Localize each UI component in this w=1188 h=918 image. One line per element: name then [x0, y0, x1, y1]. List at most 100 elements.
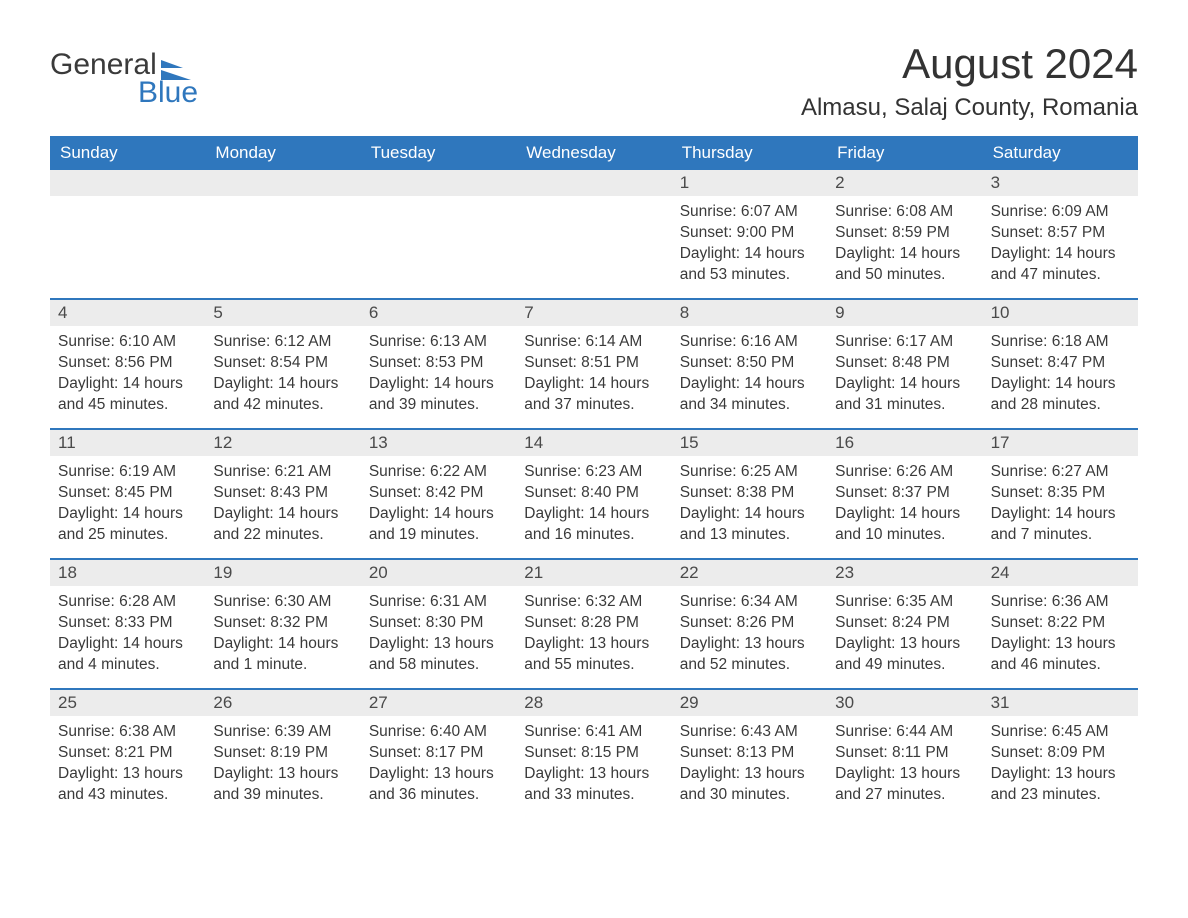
day-number: 29	[672, 690, 827, 716]
sunset-text: Sunset: 8:30 PM	[369, 613, 508, 634]
day-number: 10	[983, 300, 1138, 326]
day-body: Sunrise: 6:14 AMSunset: 8:51 PMDaylight:…	[516, 326, 671, 424]
sunrise-text: Sunrise: 6:16 AM	[680, 332, 819, 353]
sunrise-text: Sunrise: 6:19 AM	[58, 462, 197, 483]
sunset-text: Sunset: 8:53 PM	[369, 353, 508, 374]
day-cell: 9Sunrise: 6:17 AMSunset: 8:48 PMDaylight…	[827, 300, 982, 428]
sunrise-text: Sunrise: 6:18 AM	[991, 332, 1130, 353]
daylight-text: Daylight: 14 hours and 31 minutes.	[835, 374, 974, 416]
dow-cell: Friday	[827, 136, 982, 170]
day-body: Sunrise: 6:45 AMSunset: 8:09 PMDaylight:…	[983, 716, 1138, 814]
day-number	[516, 170, 671, 196]
dow-cell: Monday	[205, 136, 360, 170]
day-body: Sunrise: 6:16 AMSunset: 8:50 PMDaylight:…	[672, 326, 827, 424]
day-number: 27	[361, 690, 516, 716]
day-cell: 8Sunrise: 6:16 AMSunset: 8:50 PMDaylight…	[672, 300, 827, 428]
dow-cell: Thursday	[672, 136, 827, 170]
day-body: Sunrise: 6:28 AMSunset: 8:33 PMDaylight:…	[50, 586, 205, 684]
daylight-text: Daylight: 14 hours and 19 minutes.	[369, 504, 508, 546]
day-cell: 10Sunrise: 6:18 AMSunset: 8:47 PMDayligh…	[983, 300, 1138, 428]
day-number: 2	[827, 170, 982, 196]
week-row: 4Sunrise: 6:10 AMSunset: 8:56 PMDaylight…	[50, 298, 1138, 428]
daylight-text: Daylight: 13 hours and 33 minutes.	[524, 764, 663, 806]
sunrise-text: Sunrise: 6:17 AM	[835, 332, 974, 353]
daylight-text: Daylight: 13 hours and 39 minutes.	[213, 764, 352, 806]
day-body: Sunrise: 6:13 AMSunset: 8:53 PMDaylight:…	[361, 326, 516, 424]
sunrise-text: Sunrise: 6:26 AM	[835, 462, 974, 483]
day-cell: 21Sunrise: 6:32 AMSunset: 8:28 PMDayligh…	[516, 560, 671, 688]
day-number: 22	[672, 560, 827, 586]
sunset-text: Sunset: 8:45 PM	[58, 483, 197, 504]
sunrise-text: Sunrise: 6:30 AM	[213, 592, 352, 613]
day-body: Sunrise: 6:43 AMSunset: 8:13 PMDaylight:…	[672, 716, 827, 814]
day-number	[205, 170, 360, 196]
sunset-text: Sunset: 9:00 PM	[680, 223, 819, 244]
sunrise-text: Sunrise: 6:45 AM	[991, 722, 1130, 743]
day-cell: 23Sunrise: 6:35 AMSunset: 8:24 PMDayligh…	[827, 560, 982, 688]
day-cell	[516, 170, 671, 298]
day-number: 5	[205, 300, 360, 326]
sunrise-text: Sunrise: 6:41 AM	[524, 722, 663, 743]
day-number: 9	[827, 300, 982, 326]
week-row: 25Sunrise: 6:38 AMSunset: 8:21 PMDayligh…	[50, 688, 1138, 818]
day-cell: 30Sunrise: 6:44 AMSunset: 8:11 PMDayligh…	[827, 690, 982, 818]
sunset-text: Sunset: 8:43 PM	[213, 483, 352, 504]
sunrise-text: Sunrise: 6:23 AM	[524, 462, 663, 483]
day-of-week-header: SundayMondayTuesdayWednesdayThursdayFrid…	[50, 136, 1138, 170]
day-body: Sunrise: 6:21 AMSunset: 8:43 PMDaylight:…	[205, 456, 360, 554]
daylight-text: Daylight: 13 hours and 30 minutes.	[680, 764, 819, 806]
daylight-text: Daylight: 13 hours and 43 minutes.	[58, 764, 197, 806]
day-body: Sunrise: 6:08 AMSunset: 8:59 PMDaylight:…	[827, 196, 982, 294]
day-number	[50, 170, 205, 196]
day-cell	[50, 170, 205, 298]
daylight-text: Daylight: 14 hours and 10 minutes.	[835, 504, 974, 546]
day-number	[361, 170, 516, 196]
daylight-text: Daylight: 14 hours and 53 minutes.	[680, 244, 819, 286]
day-cell: 24Sunrise: 6:36 AMSunset: 8:22 PMDayligh…	[983, 560, 1138, 688]
day-number: 4	[50, 300, 205, 326]
day-cell: 7Sunrise: 6:14 AMSunset: 8:51 PMDaylight…	[516, 300, 671, 428]
day-number: 15	[672, 430, 827, 456]
day-cell: 5Sunrise: 6:12 AMSunset: 8:54 PMDaylight…	[205, 300, 360, 428]
sunrise-text: Sunrise: 6:35 AM	[835, 592, 974, 613]
day-cell: 1Sunrise: 6:07 AMSunset: 9:00 PMDaylight…	[672, 170, 827, 298]
sunset-text: Sunset: 8:33 PM	[58, 613, 197, 634]
daylight-text: Daylight: 14 hours and 50 minutes.	[835, 244, 974, 286]
day-cell: 3Sunrise: 6:09 AMSunset: 8:57 PMDaylight…	[983, 170, 1138, 298]
day-body: Sunrise: 6:30 AMSunset: 8:32 PMDaylight:…	[205, 586, 360, 684]
sunset-text: Sunset: 8:59 PM	[835, 223, 974, 244]
day-number: 6	[361, 300, 516, 326]
daylight-text: Daylight: 14 hours and 37 minutes.	[524, 374, 663, 416]
day-cell: 16Sunrise: 6:26 AMSunset: 8:37 PMDayligh…	[827, 430, 982, 558]
sunset-text: Sunset: 8:56 PM	[58, 353, 197, 374]
sunset-text: Sunset: 8:57 PM	[991, 223, 1130, 244]
daylight-text: Daylight: 13 hours and 52 minutes.	[680, 634, 819, 676]
day-body: Sunrise: 6:10 AMSunset: 8:56 PMDaylight:…	[50, 326, 205, 424]
day-body: Sunrise: 6:35 AMSunset: 8:24 PMDaylight:…	[827, 586, 982, 684]
daylight-text: Daylight: 14 hours and 16 minutes.	[524, 504, 663, 546]
sunrise-text: Sunrise: 6:22 AM	[369, 462, 508, 483]
sunset-text: Sunset: 8:21 PM	[58, 743, 197, 764]
location-subtitle: Almasu, Salaj County, Romania	[801, 94, 1138, 122]
sunset-text: Sunset: 8:09 PM	[991, 743, 1130, 764]
sunrise-text: Sunrise: 6:08 AM	[835, 202, 974, 223]
daylight-text: Daylight: 13 hours and 36 minutes.	[369, 764, 508, 806]
day-number: 17	[983, 430, 1138, 456]
calendar: SundayMondayTuesdayWednesdayThursdayFrid…	[50, 136, 1138, 818]
day-body: Sunrise: 6:31 AMSunset: 8:30 PMDaylight:…	[361, 586, 516, 684]
day-body: Sunrise: 6:26 AMSunset: 8:37 PMDaylight:…	[827, 456, 982, 554]
daylight-text: Daylight: 14 hours and 25 minutes.	[58, 504, 197, 546]
day-number: 16	[827, 430, 982, 456]
dow-cell: Wednesday	[516, 136, 671, 170]
sunrise-text: Sunrise: 6:43 AM	[680, 722, 819, 743]
day-body: Sunrise: 6:25 AMSunset: 8:38 PMDaylight:…	[672, 456, 827, 554]
daylight-text: Daylight: 13 hours and 55 minutes.	[524, 634, 663, 676]
day-body: Sunrise: 6:40 AMSunset: 8:17 PMDaylight:…	[361, 716, 516, 814]
sunrise-text: Sunrise: 6:14 AM	[524, 332, 663, 353]
sunrise-text: Sunrise: 6:32 AM	[524, 592, 663, 613]
sunset-text: Sunset: 8:19 PM	[213, 743, 352, 764]
week-row: 11Sunrise: 6:19 AMSunset: 8:45 PMDayligh…	[50, 428, 1138, 558]
sunrise-text: Sunrise: 6:38 AM	[58, 722, 197, 743]
day-number: 12	[205, 430, 360, 456]
day-cell: 19Sunrise: 6:30 AMSunset: 8:32 PMDayligh…	[205, 560, 360, 688]
